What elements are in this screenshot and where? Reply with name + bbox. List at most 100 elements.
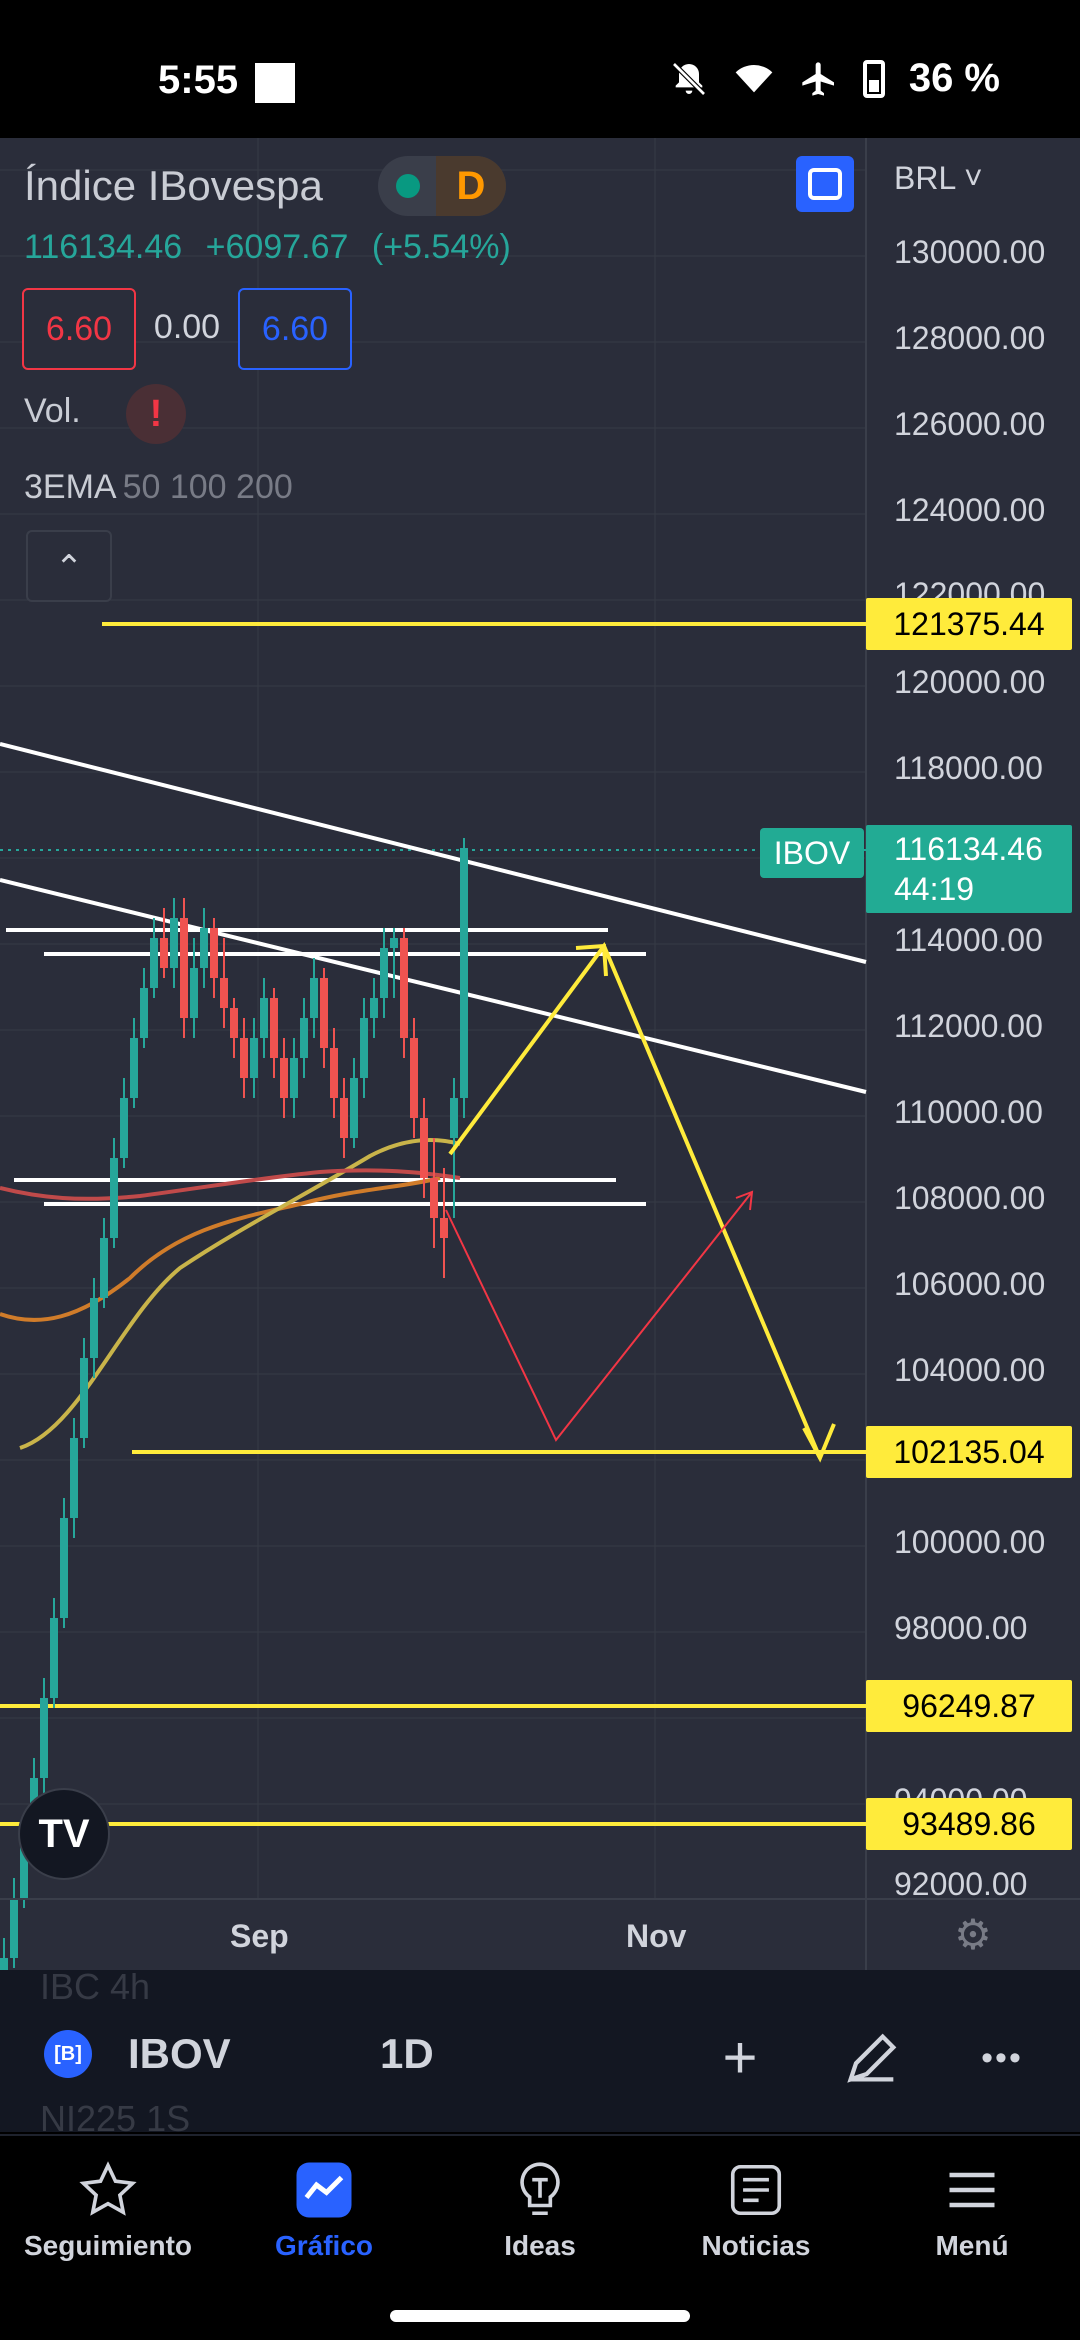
ema-periods: 50 100 200 [122,468,293,506]
status-icons: 36 % [669,56,1000,101]
nav-grafico[interactable]: Gráfico [234,2150,414,2280]
candle-body [150,938,158,988]
price-axis-label: 110000.00 [894,1094,1043,1130]
nav-label: Menú [935,2230,1009,2261]
toolbar-symbol[interactable]: IBOV [128,2030,231,2077]
candle-body [10,1898,18,1958]
nav-seguimiento[interactable]: Seguimiento [18,2150,198,2280]
mute-bell-icon [672,61,706,96]
symbol-title[interactable]: Índice IBovespa [24,162,323,209]
price-axis-label: 112000.00 [894,1008,1043,1044]
collapse-legend-button[interactable]: ⌃ [26,530,112,602]
ema-indicator-label[interactable]: 3EMA 50 100 200 [24,468,293,507]
nav-menu[interactable]: Menú [882,2150,1062,2280]
time-axis[interactable]: Sep Nov [0,1898,866,1970]
scroll-ghost-item: IBC 4h [40,1966,151,2007]
warning-icon[interactable]: ! [126,384,186,444]
current-price-tag: 116134.46 44:19 [866,825,1072,913]
price-axis-label: 106000.00 [894,1266,1046,1302]
candle-body [240,1038,248,1078]
volume-label[interactable]: Vol. [24,392,81,430]
buy-button[interactable]: 6.60 [238,288,352,370]
bottom-navigation: Seguimiento Gráfico Ideas Noticias Menú [0,2134,1080,2340]
bulb-icon [520,2162,560,2216]
last-price: 116134.46 [24,228,183,266]
resolution-badge[interactable]: D [378,156,506,216]
price-axis-label: 114000.00 [894,922,1043,958]
more-options-icon[interactable]: ••• [981,2039,1023,2077]
candle-body [80,1358,88,1438]
candle-body [380,948,388,998]
level-tag[interactable]: 102135.04 [866,1426,1072,1478]
price-axis-label: 124000.00 [894,492,1046,528]
star-icon [79,2161,137,2216]
candle-body [310,978,318,1018]
exchange-logo-icon: [B] [44,2030,92,2078]
add-icon[interactable]: + [722,2024,758,2091]
tradingview-logo[interactable]: TV [18,1788,110,1880]
nav-ideas[interactable]: Ideas [450,2150,630,2280]
price-axis-label: 128000.00 [894,320,1046,356]
candle-body [230,1008,238,1038]
candle-body [0,1958,8,1970]
level-tag[interactable]: 96249.87 [866,1680,1072,1732]
nav-label: Noticias [701,2230,811,2261]
nav-noticias[interactable]: Noticias [666,2150,846,2280]
candle-body [60,1518,68,1618]
sell-button[interactable]: 6.60 [22,288,136,370]
candle-body [350,1078,358,1138]
price-summary: 116134.46 +6097.67 (+5.54%) [24,228,525,267]
candle-body [20,1838,28,1898]
candle-body [400,938,408,1038]
current-price: 116134.46 [894,831,1043,867]
home-indicator[interactable] [390,2310,690,2322]
price-change-pct: (+5.54%) [371,228,511,266]
candle-body [70,1438,78,1518]
notification-square-icon [255,63,295,103]
active-symbol-row[interactable]: [B] IBOV 1D + ••• [0,2006,1080,2096]
candle-body [270,998,278,1058]
level-tag[interactable]: 93489.86 [866,1798,1072,1850]
status-time: 5:55 [158,58,239,102]
candles [0,838,468,1970]
scroll-ghost-item: NI225 1S [40,2098,191,2139]
symbol-toolbar: IBC 4h [B] IBOV 1D + ••• NI225 1S [0,1966,1080,2139]
candle-body [160,938,168,968]
candle-body [440,1218,448,1238]
price-chart[interactable] [0,138,1080,1970]
candle-body [340,1098,348,1138]
nav-label: Seguimiento [23,2230,192,2261]
price-axis-label: 104000.00 [894,1352,1046,1388]
candle-body [320,978,328,1048]
menu-icon [949,2172,995,2208]
candle-body [50,1618,58,1698]
chart-area[interactable]: Índice IBovespa D BRL ˅ 116134.46 +6097.… [0,138,1080,1970]
chart-settings-gear-icon[interactable]: ⚙ [866,1898,1080,1970]
news-icon [730,2164,782,2216]
candle-body [390,938,398,948]
nav-label: Ideas [504,2230,576,2261]
price-axis-label: 126000.00 [894,406,1046,442]
candle-body [220,978,228,1008]
candle-body [40,1698,48,1778]
candle-body [420,1118,428,1178]
price-axis-label: 130000.00 [894,234,1046,270]
toolbar-interval[interactable]: 1D [380,2030,434,2077]
price-axis-label: 98000.00 [894,1610,1028,1646]
fullscreen-icon[interactable] [796,156,854,212]
pencil-icon[interactable] [832,2018,912,2098]
candle-body [100,1238,108,1298]
candle-body [430,1178,438,1218]
battery-percent: 36 % [908,56,1000,100]
nav-label: Gráfico [274,2230,374,2261]
airplane-icon [802,61,834,96]
price-axis-label: 108000.00 [894,1180,1046,1216]
candle-body [370,998,378,1018]
market-open-dot [396,174,420,198]
level-tag[interactable]: 121375.44 [866,598,1072,650]
status-bar: 5:55 36 % [0,0,1080,138]
price-change: +6097.67 [205,228,349,266]
currency-selector[interactable]: BRL ˅ [894,160,983,196]
spread-value: 0.00 [153,308,221,346]
candle-body [410,1038,418,1118]
